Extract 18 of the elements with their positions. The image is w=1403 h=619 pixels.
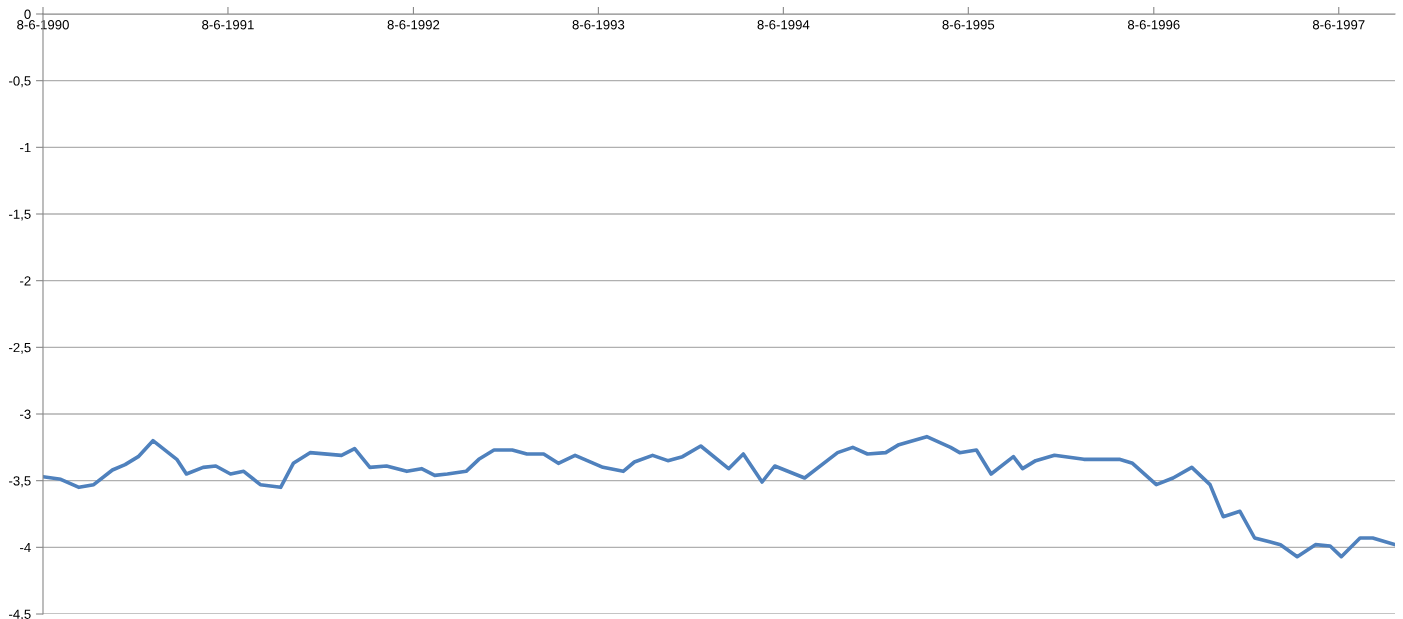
y-tick-label: -2,5 [9, 342, 31, 354]
x-tick-label: 8-6-1991 [202, 20, 254, 30]
x-tick-label: 8-6-1993 [572, 20, 625, 30]
y-tick-label: -0,5 [9, 76, 31, 88]
x-tick-label: 8-6-1990 [17, 20, 69, 30]
x-tick-label: 8-6-1992 [387, 20, 440, 30]
y-tick-label: -3 [20, 409, 31, 419]
y-tick-label: -1,5 [9, 209, 31, 221]
x-tick-label: 8-6-1996 [1127, 20, 1180, 30]
y-tick-label: -3,5 [9, 476, 31, 488]
y-tick-label: -1 [20, 143, 31, 153]
x-tick-label: 8-6-1997 [1312, 20, 1365, 30]
y-tick-label: -4 [20, 543, 31, 553]
x-tick-label: 8-6-1994 [757, 20, 810, 30]
line-series [43, 434, 1395, 559]
x-tick-label: 8-6-1995 [942, 20, 995, 30]
y-tick-label: 0 [24, 9, 31, 19]
y-tick-label: -2 [20, 276, 31, 286]
